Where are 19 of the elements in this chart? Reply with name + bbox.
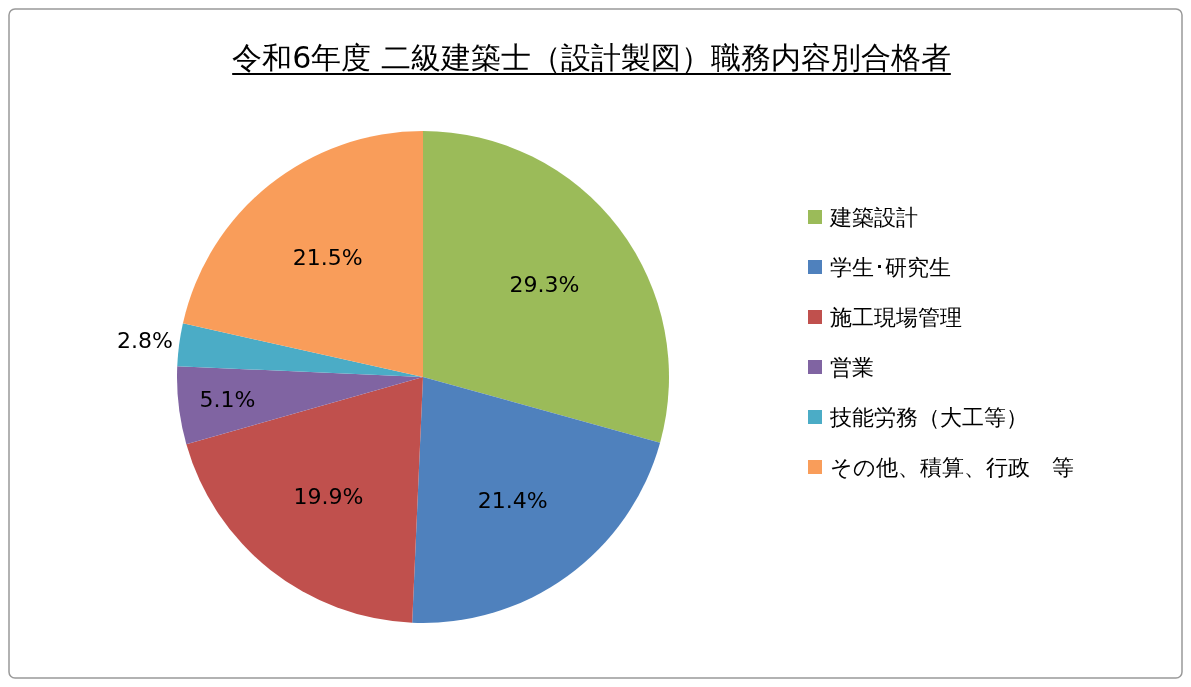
- legend-label: その他、積算、行政 等: [830, 454, 1074, 480]
- data-label: 29.3%: [509, 272, 580, 298]
- legend-label: 技能労務（大工等）: [829, 404, 1028, 430]
- data-label: 19.9%: [293, 484, 364, 510]
- pie-slice: [423, 131, 669, 443]
- data-label: 21.4%: [477, 487, 548, 513]
- pie-slice: [177, 366, 423, 445]
- data-label: 5.1%: [199, 387, 256, 413]
- chart-title: 令和6年度 二級建築士（設計製図）職務内容別合格者: [232, 40, 951, 75]
- pie-slice: [177, 323, 423, 377]
- data-label: 2.8%: [117, 327, 173, 353]
- legend-label: 営業: [830, 354, 874, 380]
- legend-label: 施工現場管理: [830, 304, 962, 330]
- legend-label: 学生･研究生: [830, 254, 951, 280]
- pie-slice: [182, 131, 423, 377]
- pie-slice: [412, 377, 661, 623]
- legend-label: 建築設計: [829, 204, 918, 230]
- pie-slice: [186, 377, 423, 623]
- data-label: 21.5%: [292, 245, 363, 271]
